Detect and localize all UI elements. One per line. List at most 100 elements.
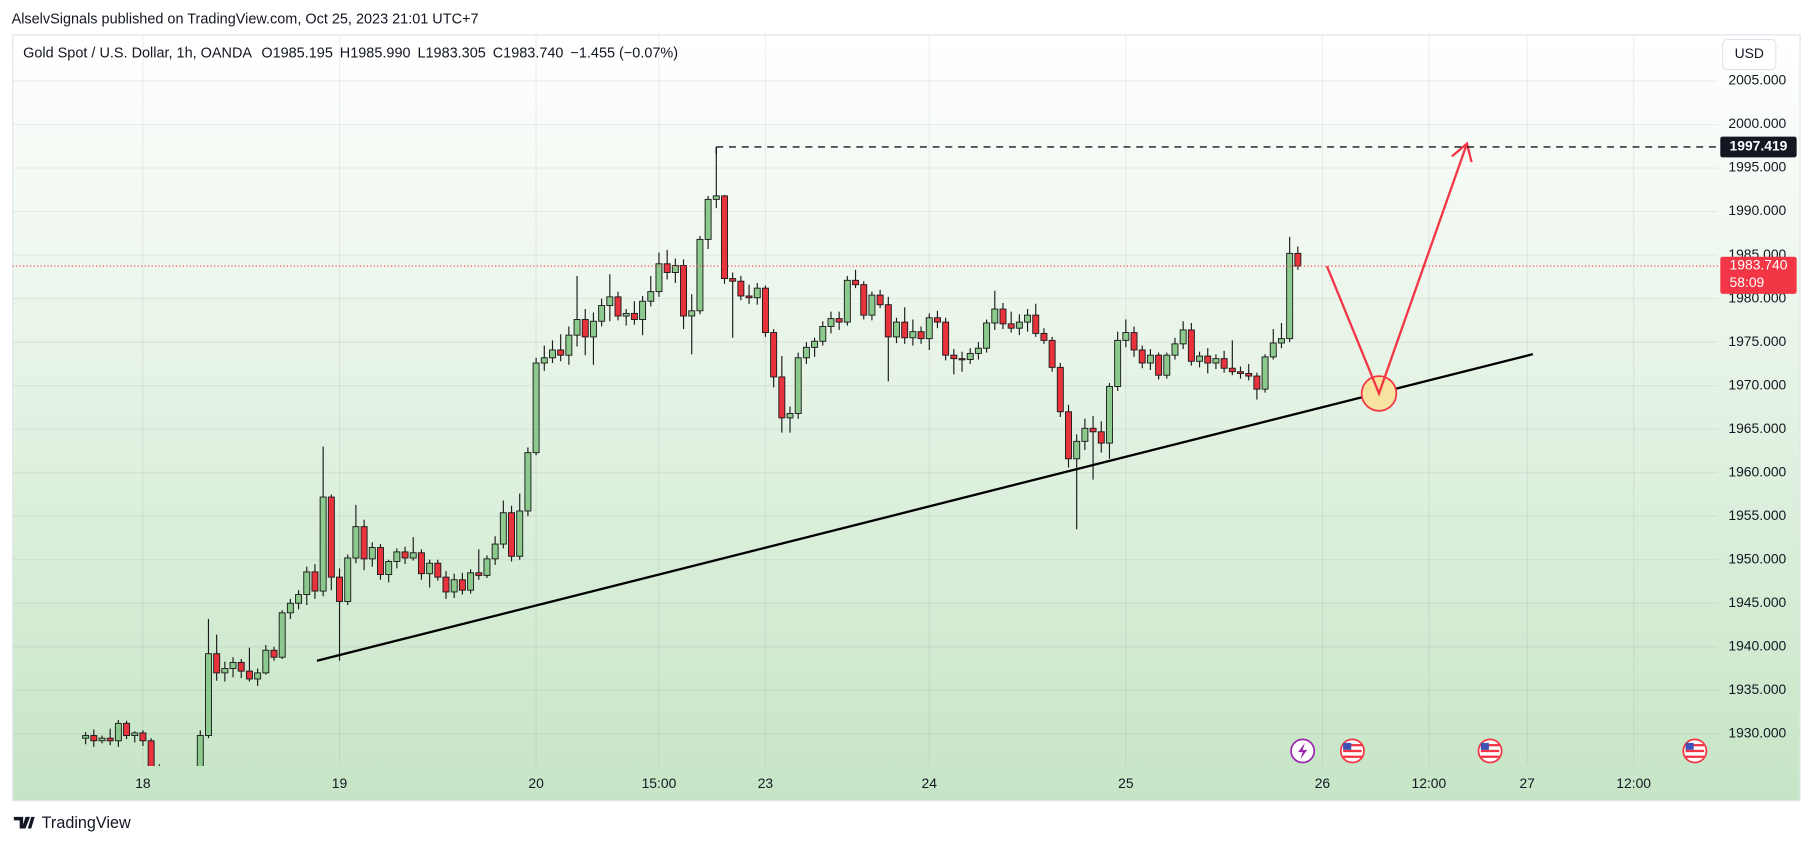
candle-body bbox=[1294, 252, 1302, 267]
candle-body bbox=[835, 318, 843, 323]
candle-body bbox=[1277, 338, 1285, 344]
candle-body bbox=[1286, 252, 1294, 340]
candle-body bbox=[1269, 342, 1277, 358]
arrow-head bbox=[1451, 141, 1473, 163]
symbol-name: Gold Spot / U.S. Dollar, 1h, OANDA bbox=[23, 45, 252, 61]
candle-body bbox=[442, 576, 450, 593]
candle-body bbox=[499, 512, 507, 545]
candle-body bbox=[1261, 356, 1269, 390]
candle-body bbox=[491, 543, 499, 560]
candle-body bbox=[262, 649, 270, 674]
candle-body bbox=[417, 552, 425, 575]
candle-body bbox=[385, 561, 393, 575]
candle-body bbox=[688, 310, 696, 317]
candle-body bbox=[123, 722, 131, 737]
x-tick-label: 19 bbox=[332, 775, 348, 791]
last-price-box bbox=[1720, 256, 1797, 294]
candle-body bbox=[401, 551, 409, 559]
candle-body bbox=[360, 526, 368, 560]
flag-icon[interactable] bbox=[1339, 738, 1365, 764]
legend-change: −1.455 (−0.07%) bbox=[570, 45, 678, 61]
candle-body bbox=[205, 653, 212, 737]
legend-low: L1983.305 bbox=[417, 45, 485, 61]
candle-body bbox=[549, 349, 556, 359]
candle-body bbox=[467, 572, 475, 591]
candle-body bbox=[1163, 354, 1171, 376]
candle-body bbox=[229, 661, 237, 669]
candle-body bbox=[1032, 314, 1040, 334]
flag-icon[interactable] bbox=[1682, 738, 1708, 764]
x-tick-label: 18 bbox=[135, 775, 151, 791]
x-tick-label: 20 bbox=[528, 775, 544, 791]
candle-body bbox=[958, 358, 966, 361]
candle-body bbox=[999, 308, 1007, 325]
candle-body bbox=[426, 562, 434, 575]
x-tick-label: 25 bbox=[1118, 775, 1134, 791]
candle-body bbox=[1089, 427, 1097, 433]
candle-body bbox=[639, 300, 647, 320]
candle-body bbox=[393, 551, 401, 562]
candle-body bbox=[925, 317, 933, 340]
flag-icon[interactable] bbox=[1477, 738, 1503, 764]
candle-body bbox=[589, 320, 597, 338]
candle-body bbox=[311, 571, 319, 592]
currency-label: USD bbox=[1735, 45, 1764, 61]
candle-body bbox=[1065, 411, 1072, 460]
candle-body bbox=[565, 334, 573, 356]
candle-body bbox=[1155, 354, 1163, 376]
y-tick-label: 1990.000 bbox=[1728, 202, 1786, 218]
candle-body bbox=[270, 649, 278, 658]
candle-body bbox=[680, 265, 688, 317]
flag-stripe bbox=[1343, 744, 1362, 747]
y-tick-label: 1975.000 bbox=[1728, 333, 1786, 349]
x-tick-label: 12:00 bbox=[1412, 775, 1447, 791]
candle-body bbox=[540, 357, 548, 364]
candle-body bbox=[983, 322, 991, 349]
candle-body bbox=[1007, 323, 1015, 329]
candle-body bbox=[237, 661, 245, 672]
candle-body bbox=[884, 304, 892, 338]
candle-body bbox=[114, 722, 122, 742]
candle-body bbox=[901, 321, 909, 339]
candle-body bbox=[458, 579, 466, 591]
candle-body bbox=[991, 308, 999, 324]
publisher-line: AlselvSignals published on TradingView.c… bbox=[12, 12, 479, 28]
candle-body bbox=[753, 287, 761, 299]
candle-body bbox=[434, 562, 442, 578]
candle-body bbox=[1097, 431, 1105, 444]
candle-body bbox=[1212, 358, 1220, 364]
chart-pane bbox=[12, 34, 1801, 802]
candle-body bbox=[663, 263, 671, 273]
candle-body bbox=[278, 612, 286, 658]
x-tick-label: 12:00 bbox=[1616, 775, 1651, 791]
x-tick-label: 24 bbox=[922, 775, 938, 791]
target-label-box bbox=[1720, 136, 1797, 158]
candle-body bbox=[1253, 375, 1261, 390]
flag-stripe bbox=[1685, 749, 1705, 753]
candle-body bbox=[909, 331, 917, 339]
currency-button[interactable] bbox=[1722, 38, 1777, 71]
candle-body bbox=[761, 287, 769, 334]
candle-body bbox=[868, 294, 876, 316]
candle-body bbox=[942, 321, 950, 356]
candle-body bbox=[770, 332, 778, 378]
candle-body bbox=[532, 362, 540, 454]
candle-body bbox=[811, 340, 819, 348]
candle-body bbox=[1171, 343, 1179, 356]
candle-body bbox=[295, 594, 303, 604]
candle-body bbox=[778, 376, 786, 419]
candle-body bbox=[286, 602, 294, 614]
y-tick-label: 1965.000 bbox=[1728, 420, 1786, 436]
bar-countdown: 58:09 bbox=[1730, 274, 1765, 290]
candle-body bbox=[90, 735, 98, 742]
flag-stripe bbox=[1343, 749, 1362, 753]
candle-body bbox=[950, 354, 958, 360]
candle-body bbox=[213, 653, 221, 674]
candle-body bbox=[327, 496, 335, 578]
flag-stripe bbox=[1480, 744, 1500, 747]
candle-body bbox=[737, 280, 745, 297]
brand: TradingView bbox=[13, 814, 131, 832]
candle-body bbox=[843, 279, 851, 323]
candle-body bbox=[1081, 427, 1089, 442]
brand-name: TradingView bbox=[42, 814, 131, 832]
